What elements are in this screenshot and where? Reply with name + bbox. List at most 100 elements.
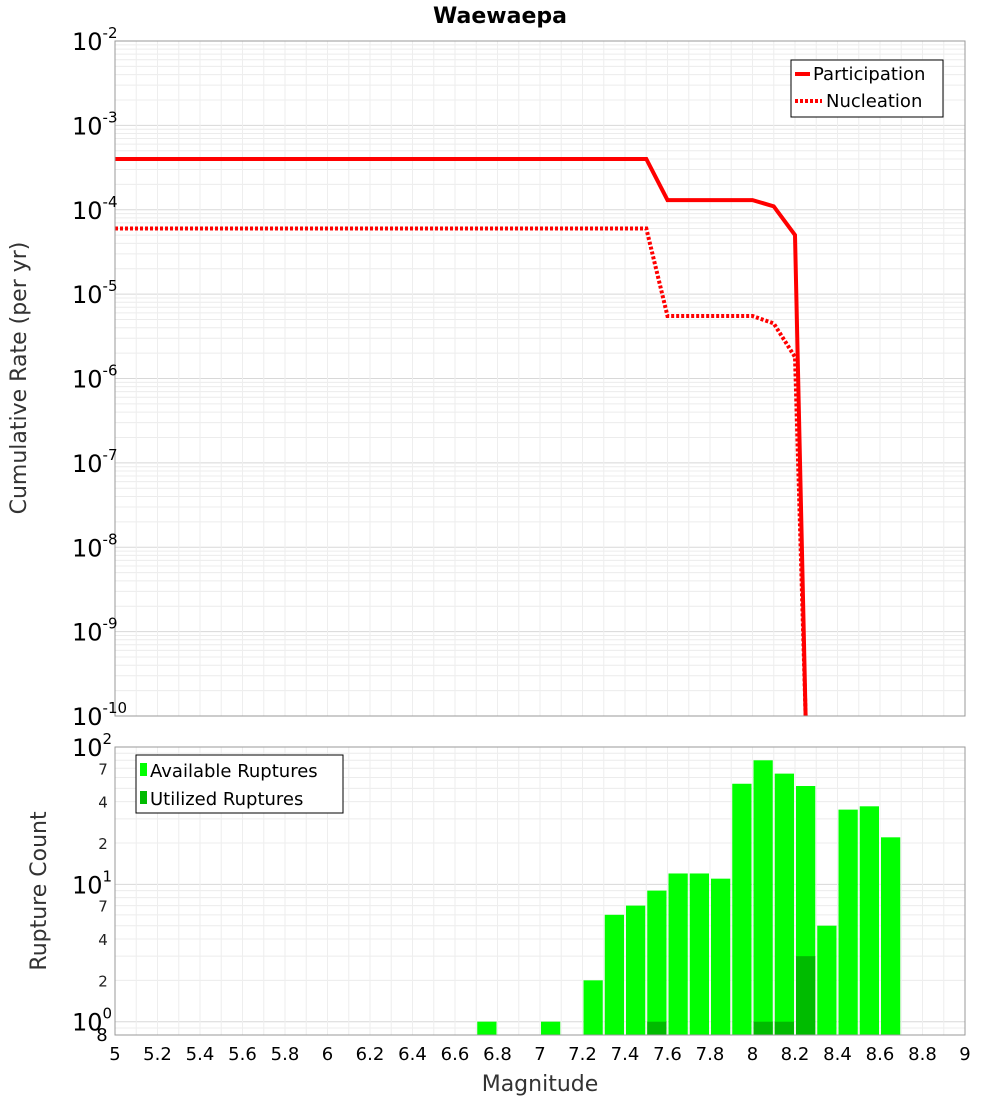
legend-participation-label: Participation	[813, 64, 925, 85]
x-tick-label: 7.6	[653, 1044, 682, 1065]
bottom-plot-gridlines	[114, 746, 966, 1036]
x-tick-label: 5.8	[271, 1044, 300, 1065]
available-ruptures-bar	[817, 925, 837, 1035]
available-ruptures-bar	[668, 873, 688, 1035]
top-y-tick-label: 10-8	[72, 530, 118, 562]
y-tick-exponent: -9	[103, 615, 118, 633]
top-y-tick-label: 10-4	[72, 193, 118, 225]
top-y-tick-label: 10-5	[72, 277, 118, 309]
x-tick-label: 6.8	[483, 1044, 512, 1065]
x-tick-label: 8.6	[866, 1044, 895, 1065]
x-tick-label: 7.2	[568, 1044, 597, 1065]
available-ruptures-bar	[711, 878, 731, 1035]
x-tick-label: 6	[322, 1044, 333, 1065]
x-tick-labels: 5 5.2 5.4 5.6 5.8 6 6.2 6.4 6.6 6.8 7 7.2 7.4 7.6 7.8 8…	[109, 1044, 970, 1065]
x-tick-label: 5	[109, 1044, 120, 1065]
x-tick-label: 5.6	[228, 1044, 257, 1065]
y-tick-exponent: -2	[103, 24, 118, 42]
y-tick-exponent: 0	[103, 1005, 113, 1023]
top-plot-gridlines	[114, 41, 966, 717]
x-tick-label: 8	[747, 1044, 758, 1065]
x-tick-label: 8.2	[781, 1044, 810, 1065]
y-tick-base: 10	[72, 871, 103, 899]
y-tick-exponent: -7	[103, 446, 118, 464]
y-tick-base: 10	[72, 703, 103, 731]
available-ruptures-bar	[838, 809, 858, 1035]
available-ruptures-bar	[583, 980, 603, 1035]
y-tick-exponent: -6	[103, 362, 118, 380]
bottom-legend: Available Ruptures Utilized Ruptures	[135, 754, 344, 814]
y-tick-base: 10	[72, 366, 103, 394]
top-y-tick-label: 10-7	[72, 446, 118, 478]
y-tick-exponent: -10	[103, 699, 128, 717]
bottom-y-minor-tick-label: 7	[98, 760, 108, 778]
top-y-tick-label: 10-10	[72, 699, 127, 731]
top-y-tick-label: 10-6	[72, 362, 118, 394]
x-tick-label: 6.6	[441, 1044, 470, 1065]
y-tick-base: 10	[72, 28, 103, 56]
y-tick-base: 10	[72, 197, 103, 225]
x-tick-label: 5.2	[143, 1044, 172, 1065]
available-ruptures-bar	[859, 806, 879, 1035]
y-tick-exponent: 1	[103, 867, 113, 885]
bottom-y-minor-tick-label: 4	[98, 931, 108, 949]
top-y-tick-label: 10-3	[72, 108, 118, 140]
nucleation-line	[115, 226, 808, 717]
y-tick-base: 10	[72, 450, 103, 478]
y-tick-exponent: -8	[103, 530, 118, 548]
utilized-ruptures-bar	[753, 1021, 773, 1035]
top-y-tick-label: 10-9	[72, 615, 118, 647]
bottom-y-minor-tick-label: 2	[98, 972, 108, 990]
x-tick-label: 6.2	[356, 1044, 385, 1065]
bottom-y-minor-tick-label: 2	[98, 835, 108, 853]
available-ruptures-bar	[541, 1021, 561, 1035]
x-tick-label: 9	[959, 1044, 970, 1065]
legend-nucleation-label: Nucleation	[826, 91, 922, 112]
chart-title: Waewaepa	[433, 4, 567, 29]
y-tick-exponent: 2	[103, 730, 113, 748]
line-series	[115, 157, 808, 717]
available-ruptures-bar	[626, 905, 646, 1035]
x-tick-label: 7	[534, 1044, 545, 1065]
available-ruptures-bar	[604, 914, 624, 1035]
y-tick-base: 10	[72, 734, 103, 762]
top-plot-area	[114, 40, 966, 717]
bar-series	[477, 760, 901, 1035]
legend-available-label: Available Ruptures	[150, 761, 318, 782]
bottom-y-minor-tick-label: 7	[98, 898, 108, 916]
y-tick-base: 10	[72, 281, 103, 309]
top-y-tick-labels: 10-210-310-410-510-610-710-810-910-10	[72, 24, 127, 731]
y-tick-exponent: -3	[103, 108, 118, 126]
x-tick-label: 7.4	[611, 1044, 640, 1065]
y-tick-exponent: -5	[103, 277, 118, 295]
x-tick-label: 8.8	[908, 1044, 937, 1065]
available-ruptures-bar	[689, 873, 709, 1035]
participation-line	[115, 157, 808, 717]
available-ruptures-bar	[732, 783, 752, 1035]
available-ruptures-bar	[477, 1021, 497, 1035]
x-axis-label: Magnitude	[482, 1072, 599, 1097]
legend-utilized-label: Utilized Ruptures	[150, 789, 303, 810]
y-tick-base: 10	[72, 534, 103, 562]
x-tick-label: 8.4	[823, 1044, 852, 1065]
utilized-ruptures-bar	[774, 1021, 794, 1035]
bottom-y-tick-label: 101	[72, 867, 112, 899]
top-legend-box	[790, 59, 944, 118]
top-y-tick-label: 10-2	[72, 24, 118, 56]
available-ruptures-bar	[774, 773, 794, 1035]
y-tick-base: 10	[72, 1009, 103, 1037]
available-ruptures-bar	[753, 760, 773, 1035]
top-y-axis-label: Cumulative Rate (per yr)	[7, 242, 32, 515]
bottom-y-tick-label: 100	[72, 1005, 112, 1037]
bottom-y-tick-label: 102	[72, 730, 112, 762]
x-tick-label: 7.8	[696, 1044, 725, 1065]
available-ruptures-bar	[881, 837, 901, 1035]
bottom-y-axis-label: Rupture Count	[27, 811, 52, 971]
bottom-legend-box	[135, 754, 344, 814]
legend-utilized-swatch	[140, 791, 147, 804]
x-tick-label: 5.4	[186, 1044, 215, 1065]
x-tick-label: 6.4	[398, 1044, 427, 1065]
legend-available-swatch	[140, 763, 147, 776]
